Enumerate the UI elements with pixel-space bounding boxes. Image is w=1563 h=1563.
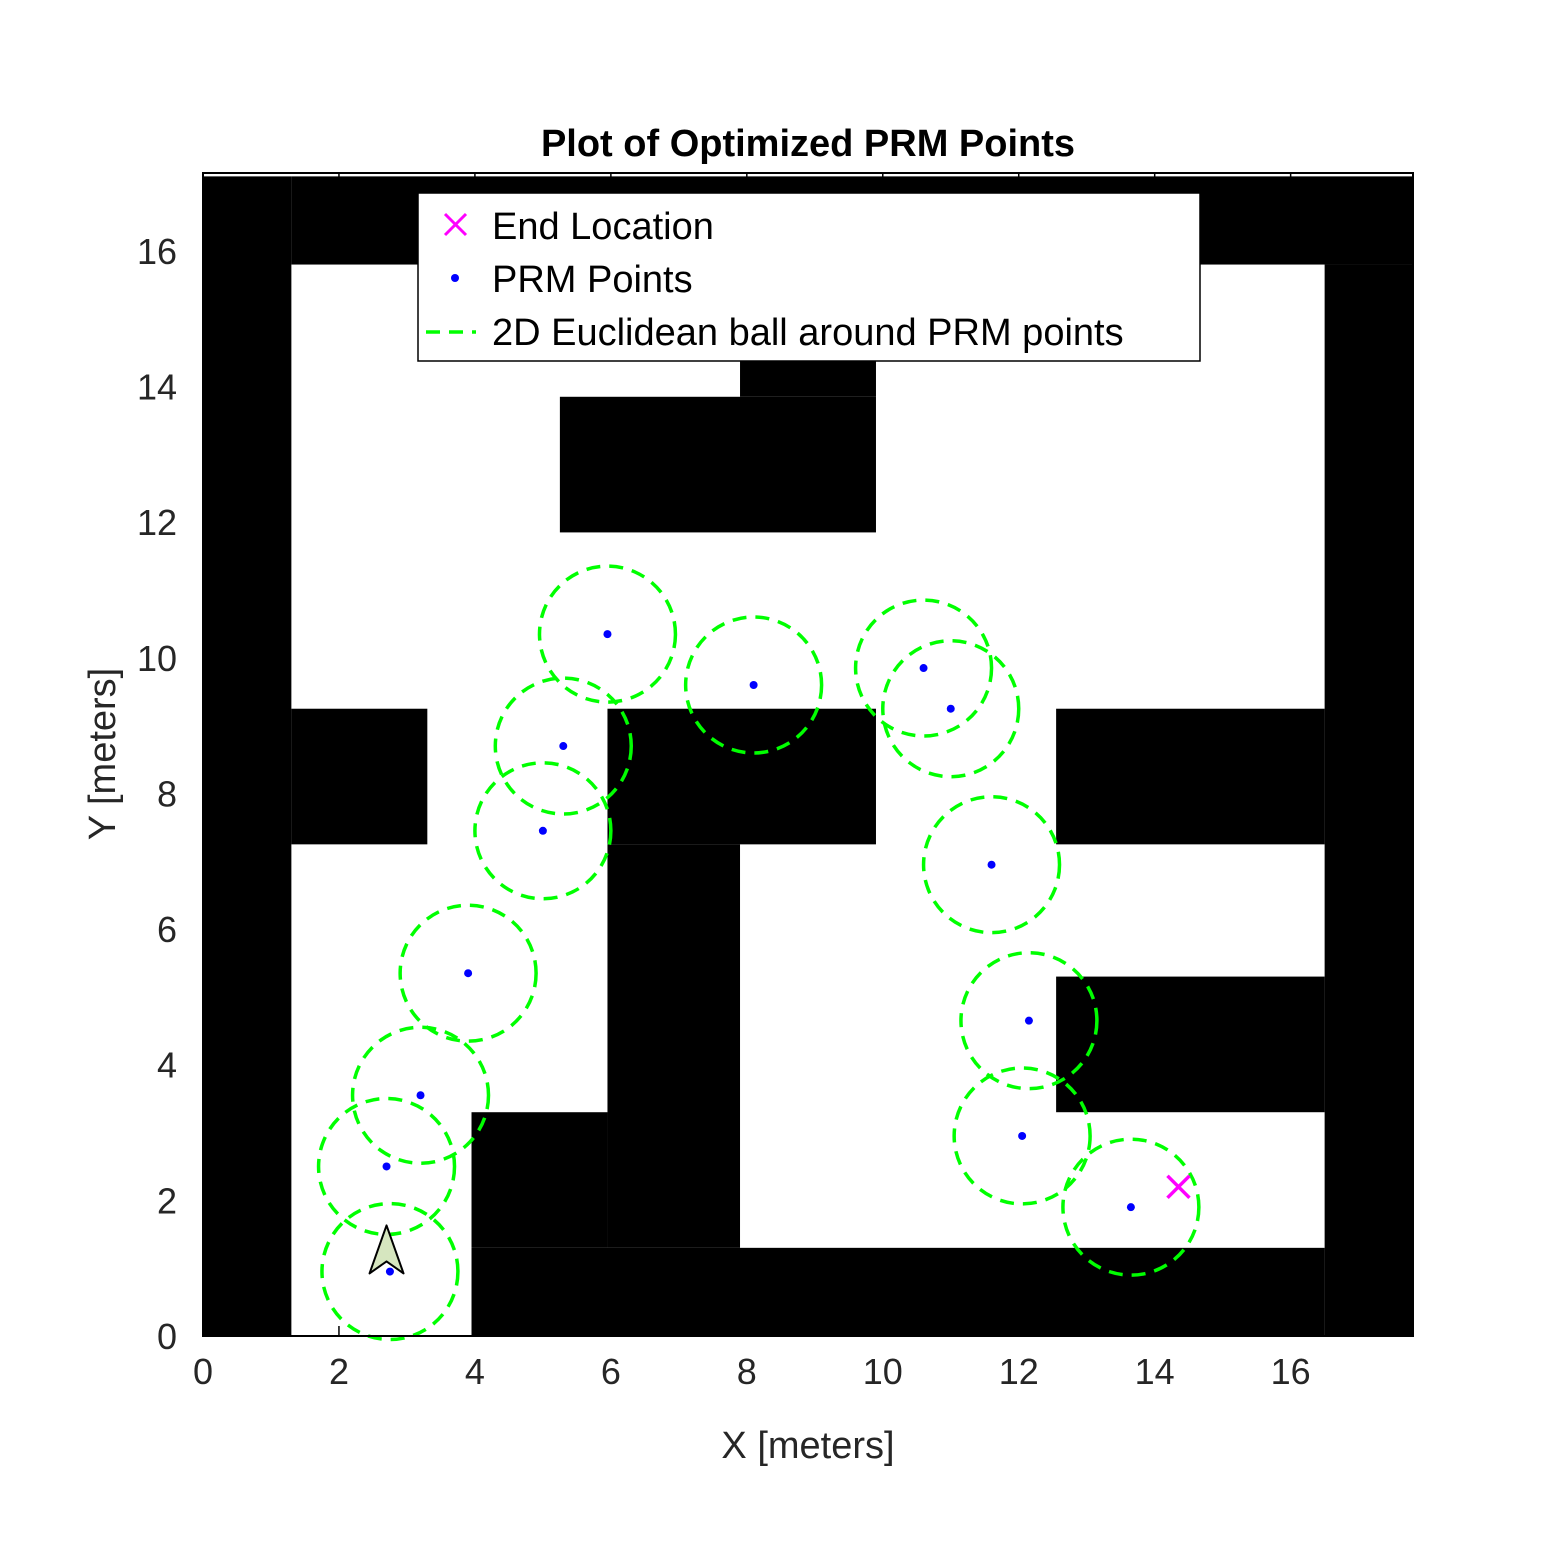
prm-point [1024, 1016, 1033, 1025]
dot-icon [451, 274, 459, 282]
y-tick-label: 12 [137, 502, 177, 543]
euclidean-ball [952, 1066, 1092, 1206]
y-axis-ticks: 0 2 4 6 8 10 12 14 16 [137, 231, 1413, 1357]
x-axis-ticks: 0 2 4 6 8 10 12 14 16 [193, 173, 1311, 1392]
x-tick-label: 10 [863, 1351, 903, 1392]
obstacle-block [1056, 708, 1325, 845]
y-tick-label: 10 [137, 638, 177, 679]
x-tick-label: 16 [1271, 1351, 1311, 1392]
euclidean-ball [537, 564, 678, 704]
obstacle-block [1324, 264, 1413, 1336]
x-tick-label: 12 [999, 1351, 1039, 1392]
start-location-arrow-icon [368, 1224, 405, 1275]
legend-label: End Location [492, 206, 714, 248]
end-location-marker [1166, 1174, 1191, 1200]
prm-point [385, 1267, 394, 1276]
legend-label: PRM Points [492, 259, 693, 301]
legend-label: 2D Euclidean ball around PRM points [492, 312, 1124, 354]
x-tick-label: 6 [601, 1351, 621, 1392]
x-tick-label: 4 [465, 1351, 485, 1392]
legend: End Location PRM Points 2D Euclidean bal… [417, 192, 1201, 362]
arrow-shape [368, 1224, 405, 1275]
prm-point [919, 664, 928, 673]
y-tick-label: 6 [157, 909, 177, 950]
prm-point [987, 860, 996, 869]
prm-point [1126, 1203, 1135, 1212]
obstacle-block [559, 396, 876, 533]
y-tick-label: 2 [157, 1180, 177, 1221]
obstacle-block [607, 708, 876, 845]
obstacle-block [203, 176, 292, 1337]
prm-point [538, 826, 547, 835]
euclidean-ball [1061, 1137, 1201, 1277]
axes: 0 2 4 6 8 10 12 14 16 0 2 4 6 8 10 12 14 16 [137, 172, 1414, 1392]
euclidean-ball [398, 903, 538, 1043]
prm-point [1018, 1131, 1027, 1140]
y-tick-label: 16 [137, 231, 177, 272]
axes-box [202, 172, 1414, 1337]
plot-area [203, 173, 1413, 1342]
chart-title: Plot of Optimized PRM Points [541, 123, 1075, 165]
euclidean-ball [320, 1201, 460, 1342]
legend-entry-prm-points: PRM Points [451, 259, 693, 301]
prm-point [464, 969, 473, 978]
legend-entry-ball: 2D Euclidean ball around PRM points [426, 312, 1124, 354]
euclidean-ball [350, 1025, 491, 1165]
prm-point [559, 742, 568, 751]
obstacle-block [607, 844, 741, 1248]
y-tick-label: 0 [157, 1316, 177, 1357]
obstacle-block [291, 708, 428, 845]
legend-entry-end-location: End Location [443, 206, 714, 248]
obstacle-layer [203, 176, 1413, 1337]
euclidean-ball [881, 638, 1021, 779]
prm-point [749, 680, 758, 689]
euclidean-ball [853, 598, 994, 738]
obstacle-block [471, 1247, 1325, 1336]
y-tick-label: 4 [157, 1045, 177, 1086]
euclidean-ball [316, 1096, 457, 1237]
prm-point-layer [382, 630, 1135, 1276]
y-axis-label: Y [meters] [82, 668, 124, 840]
end-x-stroke [1166, 1174, 1191, 1200]
x-axis-label: X [meters] [721, 1425, 894, 1467]
prm-point [603, 630, 612, 639]
euclidean-ball [683, 615, 824, 755]
euclidean-ball [959, 950, 1099, 1091]
x-tick-label: 0 [193, 1351, 213, 1392]
prm-point [416, 1091, 425, 1100]
euclidean-ball [493, 676, 634, 816]
y-tick-label: 8 [157, 773, 177, 814]
euclidean-ball [473, 761, 613, 901]
legend-box [417, 192, 1201, 362]
x-tick-label: 2 [329, 1351, 349, 1392]
prm-point [946, 704, 955, 713]
obstacle-block [1056, 976, 1325, 1113]
prm-point [382, 1162, 391, 1171]
x-tick-label: 8 [737, 1351, 757, 1392]
ball-layer [316, 564, 1201, 1342]
x-mark-icon [443, 212, 468, 237]
euclidean-ball [921, 794, 1062, 935]
x-tick-label: 14 [1135, 1351, 1175, 1392]
obstacle-block [471, 1112, 608, 1248]
y-tick-label: 14 [137, 367, 177, 408]
